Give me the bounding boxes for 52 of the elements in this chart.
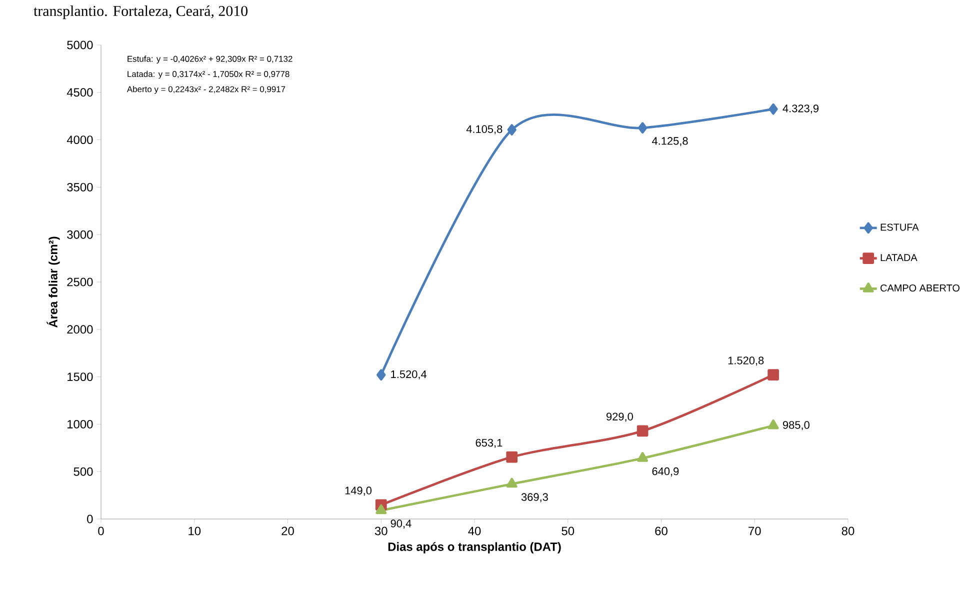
x-tick-label: 60 bbox=[655, 526, 668, 536]
y-tick-label: 0 bbox=[87, 514, 93, 524]
y-tick-label: 2500 bbox=[67, 278, 93, 286]
y-tick-label: 5000 bbox=[67, 40, 93, 50]
data-label: 369,3 bbox=[521, 493, 548, 502]
annotation: Latada: y = 0,3174x² - 1,7050x R² = 0,9778 bbox=[128, 70, 290, 79]
data-label: 149,0 bbox=[345, 486, 372, 496]
y-tick-label: 500 bbox=[74, 467, 93, 476]
y-axis-title: Área foliar (cm²) bbox=[46, 236, 60, 328]
point bbox=[636, 425, 648, 437]
y-tick-label: 2000 bbox=[67, 325, 93, 334]
point bbox=[768, 103, 778, 115]
y-tick-label: 3000 bbox=[67, 230, 93, 239]
data-label: 1.520,4 bbox=[391, 370, 427, 380]
x-tick-label: 20 bbox=[282, 526, 294, 536]
data-label: 4.323,9 bbox=[782, 104, 819, 114]
data-label: 929,0 bbox=[606, 412, 633, 422]
data-label: 985,0 bbox=[782, 421, 810, 430]
chart-title: transplantio. Fortaleza, Ceará, 2010 bbox=[34, 6, 248, 20]
annotation: Estufa: y = -0,4026x² + 92,309x R² = 0,7132 bbox=[128, 56, 292, 64]
y-tick-label: 4500 bbox=[66, 88, 93, 97]
point bbox=[637, 452, 648, 462]
point bbox=[507, 124, 516, 136]
x-axis-title: Dias após o transplantio (DAT) bbox=[388, 542, 561, 554]
point bbox=[768, 419, 779, 430]
x-tick-label: 50 bbox=[562, 526, 574, 536]
annotation: Aberto y = 0,2243x² - 2,2482x R² = 0,9917 bbox=[126, 86, 286, 94]
x-tick-label: 40 bbox=[468, 526, 481, 536]
point bbox=[638, 122, 648, 134]
point bbox=[506, 451, 518, 463]
legend-label: ESTUFA bbox=[880, 224, 919, 231]
legend-label: LATADA bbox=[880, 254, 918, 261]
x-tick-label: 70 bbox=[748, 526, 761, 536]
y-tick-label: 1500 bbox=[68, 372, 93, 382]
data-label: 4.125,8 bbox=[652, 137, 688, 146]
y-tick-label: 3500 bbox=[67, 182, 93, 192]
x-tick-label: 30 bbox=[374, 526, 388, 536]
x-tick-label: 0 bbox=[98, 526, 104, 536]
legend-label: CAMPO ABERTO bbox=[880, 284, 960, 292]
point bbox=[376, 369, 386, 381]
data-label: 1.520,8 bbox=[728, 356, 764, 366]
x-tick-label: 80 bbox=[842, 526, 854, 536]
data-label: 640,9 bbox=[652, 467, 679, 476]
data-label: 4.105,8 bbox=[466, 125, 502, 134]
point bbox=[768, 369, 779, 381]
point bbox=[506, 478, 518, 488]
data-label: 653,1 bbox=[476, 438, 502, 448]
y-tick-label: 1000 bbox=[68, 420, 93, 428]
data-label: 90,4 bbox=[390, 520, 412, 529]
x-tick-label: 10 bbox=[188, 526, 201, 536]
y-tick-label: 4000 bbox=[66, 136, 93, 144]
point bbox=[376, 504, 387, 514]
